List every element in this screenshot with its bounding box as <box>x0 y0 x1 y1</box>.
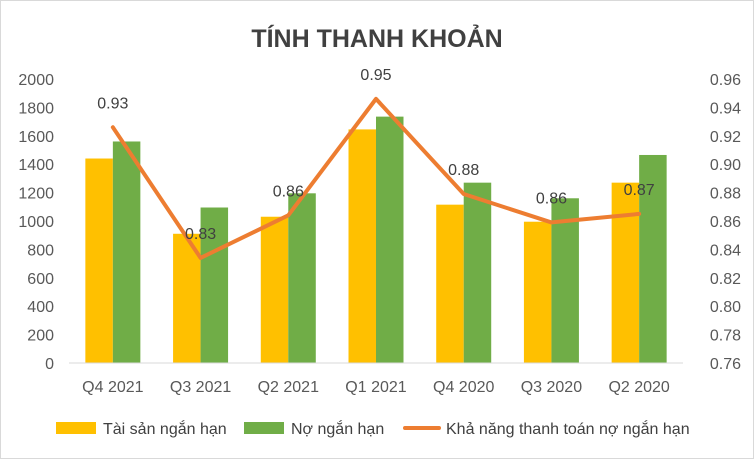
x-tick-label: Q3 2021 <box>170 379 231 396</box>
bar-no-ngan-han <box>112 141 141 363</box>
right-tick-label: 0.78 <box>710 328 741 345</box>
left-tick-label: 600 <box>27 271 54 288</box>
bar-tai-san-ngan-han <box>523 221 552 363</box>
left-tick-label: 400 <box>27 299 54 316</box>
chart-title: TÍNH THANH KHOẢN <box>251 23 502 53</box>
left-tick-label: 1000 <box>18 214 54 231</box>
x-tick-label: Q4 2020 <box>433 379 494 396</box>
left-tick-label: 200 <box>27 328 54 345</box>
right-axis: 0.76 0.78 0.80 0.82 0.84 0.86 0.88 0.90 0.92 0.94… <box>710 72 741 373</box>
x-axis: Q4 2021 Q3 2021 Q2 2021 Q1 2021 Q4 2020 Q3 20… <box>82 379 670 396</box>
right-tick-label: 0.80 <box>710 299 741 316</box>
right-tick-label: 0.84 <box>710 242 741 259</box>
legend-item: Tài sản ngắn hạn <box>56 419 227 438</box>
bar-no-ngan-han <box>463 182 492 363</box>
bar-tai-san-ngan-han <box>173 233 201 363</box>
bar-tai-san-ngan-han <box>260 216 289 363</box>
bar-tai-san-ngan-han <box>348 129 376 363</box>
legend-swatch <box>244 422 284 434</box>
bar-tai-san-ngan-han <box>611 182 640 363</box>
left-tick-label: 1600 <box>18 129 54 146</box>
legend-label: Khả năng thanh toán nợ ngắn hạn <box>446 419 690 438</box>
x-tick-label: Q2 2020 <box>608 379 669 396</box>
ratio-data-label: 0.86 <box>536 190 567 207</box>
x-tick-label: Q4 2021 <box>82 379 143 396</box>
bar-series <box>85 116 667 363</box>
left-tick-label: 2000 <box>18 72 54 89</box>
bar-tai-san-ngan-han <box>85 158 113 363</box>
right-tick-label: 0.82 <box>710 271 741 288</box>
left-tick-label: 1800 <box>18 100 54 117</box>
ratio-data-label: 0.93 <box>97 95 128 112</box>
right-tick-label: 0.90 <box>710 157 741 174</box>
ratio-data-label: 0.95 <box>360 67 391 84</box>
bar-no-ngan-han <box>639 154 667 363</box>
ratio-line <box>110 96 642 260</box>
bar-no-ngan-han <box>551 198 579 363</box>
left-tick-label: 1400 <box>18 157 54 174</box>
ratio-data-label: 0.83 <box>185 226 216 243</box>
bar-no-ngan-han <box>376 116 404 363</box>
legend-item: Khả năng thanh toán nợ ngắn hạn <box>403 419 690 438</box>
left-tick-label: 1200 <box>18 186 54 203</box>
right-tick-label: 0.86 <box>710 214 741 231</box>
ratio-data-label: 0.86 <box>273 183 304 200</box>
legend-swatch <box>56 422 96 434</box>
right-tick-label: 0.88 <box>710 186 741 203</box>
x-tick-label: Q3 2020 <box>521 379 582 396</box>
legend: Tài sản ngắn hạn Nợ ngắn hạn Khả năng than… <box>56 419 690 438</box>
right-tick-label: 0.76 <box>710 356 741 373</box>
left-tick-label: 0 <box>45 356 54 373</box>
right-tick-label: 0.92 <box>710 129 741 146</box>
ratio-data-label: 0.88 <box>448 162 479 179</box>
ratio-data-label: 0.87 <box>624 182 655 199</box>
legend-label: Nợ ngắn hạn <box>291 419 384 438</box>
left-axis: 0 200 400 600 800 1000 1200 1400 1600 1800 2000 <box>18 72 54 373</box>
bar-no-ngan-han <box>288 193 316 363</box>
x-tick-label: Q2 2021 <box>258 379 319 396</box>
left-tick-label: 800 <box>27 242 54 259</box>
bar-no-ngan-han <box>200 207 229 363</box>
right-tick-label: 0.96 <box>710 72 741 89</box>
legend-item: Nợ ngắn hạn <box>244 419 384 438</box>
ratio-line-series: 0.93 0.83 0.86 0.95 0.88 0.86 0.87 <box>97 67 655 260</box>
bar-tai-san-ngan-han <box>436 204 464 363</box>
x-tick-label: Q1 2021 <box>345 379 406 396</box>
legend-label: Tài sản ngắn hạn <box>103 419 227 438</box>
right-tick-label: 0.94 <box>710 100 741 117</box>
